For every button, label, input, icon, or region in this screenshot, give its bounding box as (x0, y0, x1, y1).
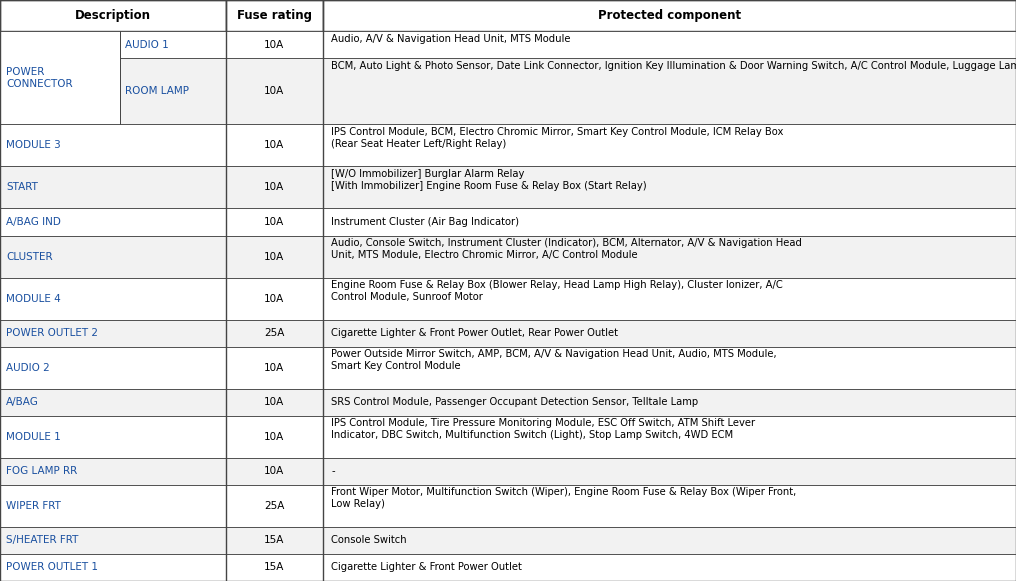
Text: 10A: 10A (264, 293, 284, 303)
Bar (226, 347, 323, 389)
Bar (323, 416, 1016, 458)
Text: 10A: 10A (264, 141, 284, 150)
Text: 10A: 10A (264, 40, 284, 49)
Text: 10A: 10A (264, 86, 284, 96)
Bar (0, 347, 226, 389)
Bar (323, 0, 1016, 31)
Text: FOG LAMP RR: FOG LAMP RR (6, 467, 77, 476)
Text: 10A: 10A (264, 363, 284, 372)
Text: Fuse rating: Fuse rating (237, 9, 312, 22)
Bar (0, 554, 226, 581)
Text: ROOM LAMP: ROOM LAMP (125, 86, 189, 96)
Text: Audio, Console Switch, Instrument Cluster (Indicator), BCM, Alternator, A/V & Na: Audio, Console Switch, Instrument Cluste… (331, 238, 802, 260)
Bar (323, 347, 1016, 389)
Bar (0, 416, 226, 458)
Text: 10A: 10A (264, 467, 284, 476)
Text: IPS Control Module, BCM, Electro Chromic Mirror, Smart Key Control Module, ICM R: IPS Control Module, BCM, Electro Chromic… (331, 127, 783, 149)
Bar (226, 458, 323, 485)
Bar (323, 58, 1016, 124)
Bar (226, 58, 323, 124)
Text: 10A: 10A (264, 182, 284, 192)
Bar (226, 320, 323, 347)
Text: A/BAG: A/BAG (6, 397, 39, 407)
Bar (0, 124, 226, 166)
Text: Console Switch: Console Switch (331, 536, 406, 546)
Bar (226, 124, 323, 166)
Text: 25A: 25A (264, 328, 284, 338)
Text: 10A: 10A (264, 217, 284, 227)
Bar (0, 485, 226, 527)
Bar (226, 235, 323, 278)
Bar (0, 31, 120, 124)
Bar (0, 0, 226, 31)
Text: MODULE 4: MODULE 4 (6, 293, 61, 303)
Text: 10A: 10A (264, 397, 284, 407)
Bar (120, 58, 226, 124)
Bar (323, 124, 1016, 166)
Bar (323, 458, 1016, 485)
Text: [W/O Immobilizer] Burglar Alarm Relay
[With Immobilizer] Engine Room Fuse & Rela: [W/O Immobilizer] Burglar Alarm Relay [W… (331, 168, 647, 191)
Bar (323, 278, 1016, 320)
Text: A/BAG IND: A/BAG IND (6, 217, 61, 227)
Text: WIPER FRT: WIPER FRT (6, 501, 61, 511)
Bar (226, 209, 323, 235)
Text: 10A: 10A (264, 252, 284, 261)
Bar (226, 0, 323, 31)
Bar (323, 320, 1016, 347)
Text: BCM, Auto Light & Photo Sensor, Date Link Connector, Ignition Key Illumination &: BCM, Auto Light & Photo Sensor, Date Lin… (331, 61, 1016, 71)
Text: SRS Control Module, Passenger Occupant Detection Sensor, Telltale Lamp: SRS Control Module, Passenger Occupant D… (331, 397, 698, 407)
Bar (323, 209, 1016, 235)
Bar (323, 485, 1016, 527)
Text: Engine Room Fuse & Relay Box (Blower Relay, Head Lamp High Relay), Cluster Ioniz: Engine Room Fuse & Relay Box (Blower Rel… (331, 280, 783, 302)
Bar (323, 554, 1016, 581)
Bar (0, 458, 226, 485)
Bar (323, 166, 1016, 209)
Bar (226, 278, 323, 320)
Bar (120, 31, 226, 58)
Bar (226, 416, 323, 458)
Bar (0, 235, 226, 278)
Bar (323, 31, 1016, 58)
Bar (0, 320, 226, 347)
Bar (226, 554, 323, 581)
Bar (0, 527, 226, 554)
Bar (323, 527, 1016, 554)
Bar (0, 209, 226, 235)
Text: AUDIO 1: AUDIO 1 (125, 40, 169, 49)
Text: POWER OUTLET 1: POWER OUTLET 1 (6, 562, 99, 572)
Text: POWER OUTLET 2: POWER OUTLET 2 (6, 328, 99, 338)
Text: IPS Control Module, Tire Pressure Monitoring Module, ESC Off Switch, ATM Shift L: IPS Control Module, Tire Pressure Monito… (331, 418, 755, 440)
Text: 15A: 15A (264, 562, 284, 572)
Text: Cigarette Lighter & Front Power Outlet, Rear Power Outlet: Cigarette Lighter & Front Power Outlet, … (331, 328, 618, 338)
Text: 10A: 10A (264, 432, 284, 442)
Bar (226, 485, 323, 527)
Text: MODULE 1: MODULE 1 (6, 432, 61, 442)
Bar (226, 389, 323, 416)
Text: START: START (6, 182, 38, 192)
Text: Front Wiper Motor, Multifunction Switch (Wiper), Engine Room Fuse & Relay Box (W: Front Wiper Motor, Multifunction Switch … (331, 487, 797, 509)
Bar (0, 389, 226, 416)
Bar (0, 166, 226, 209)
Text: Power Outside Mirror Switch, AMP, BCM, A/V & Navigation Head Unit, Audio, MTS Mo: Power Outside Mirror Switch, AMP, BCM, A… (331, 349, 777, 371)
Text: CLUSTER: CLUSTER (6, 252, 53, 261)
Text: MODULE 3: MODULE 3 (6, 141, 61, 150)
Text: POWER
CONNECTOR: POWER CONNECTOR (6, 67, 73, 89)
Text: Description: Description (75, 9, 150, 22)
Text: 25A: 25A (264, 501, 284, 511)
Bar (323, 389, 1016, 416)
Bar (323, 235, 1016, 278)
Text: 15A: 15A (264, 536, 284, 546)
Text: Protected component: Protected component (598, 9, 741, 22)
Bar (0, 278, 226, 320)
Text: Audio, A/V & Navigation Head Unit, MTS Module: Audio, A/V & Navigation Head Unit, MTS M… (331, 34, 571, 44)
Text: S/HEATER FRT: S/HEATER FRT (6, 536, 78, 546)
Text: Cigarette Lighter & Front Power Outlet: Cigarette Lighter & Front Power Outlet (331, 562, 522, 572)
Text: Instrument Cluster (Air Bag Indicator): Instrument Cluster (Air Bag Indicator) (331, 217, 519, 227)
Bar (226, 31, 323, 58)
Text: -: - (331, 467, 335, 476)
Bar (226, 527, 323, 554)
Text: AUDIO 2: AUDIO 2 (6, 363, 50, 372)
Bar (226, 166, 323, 209)
